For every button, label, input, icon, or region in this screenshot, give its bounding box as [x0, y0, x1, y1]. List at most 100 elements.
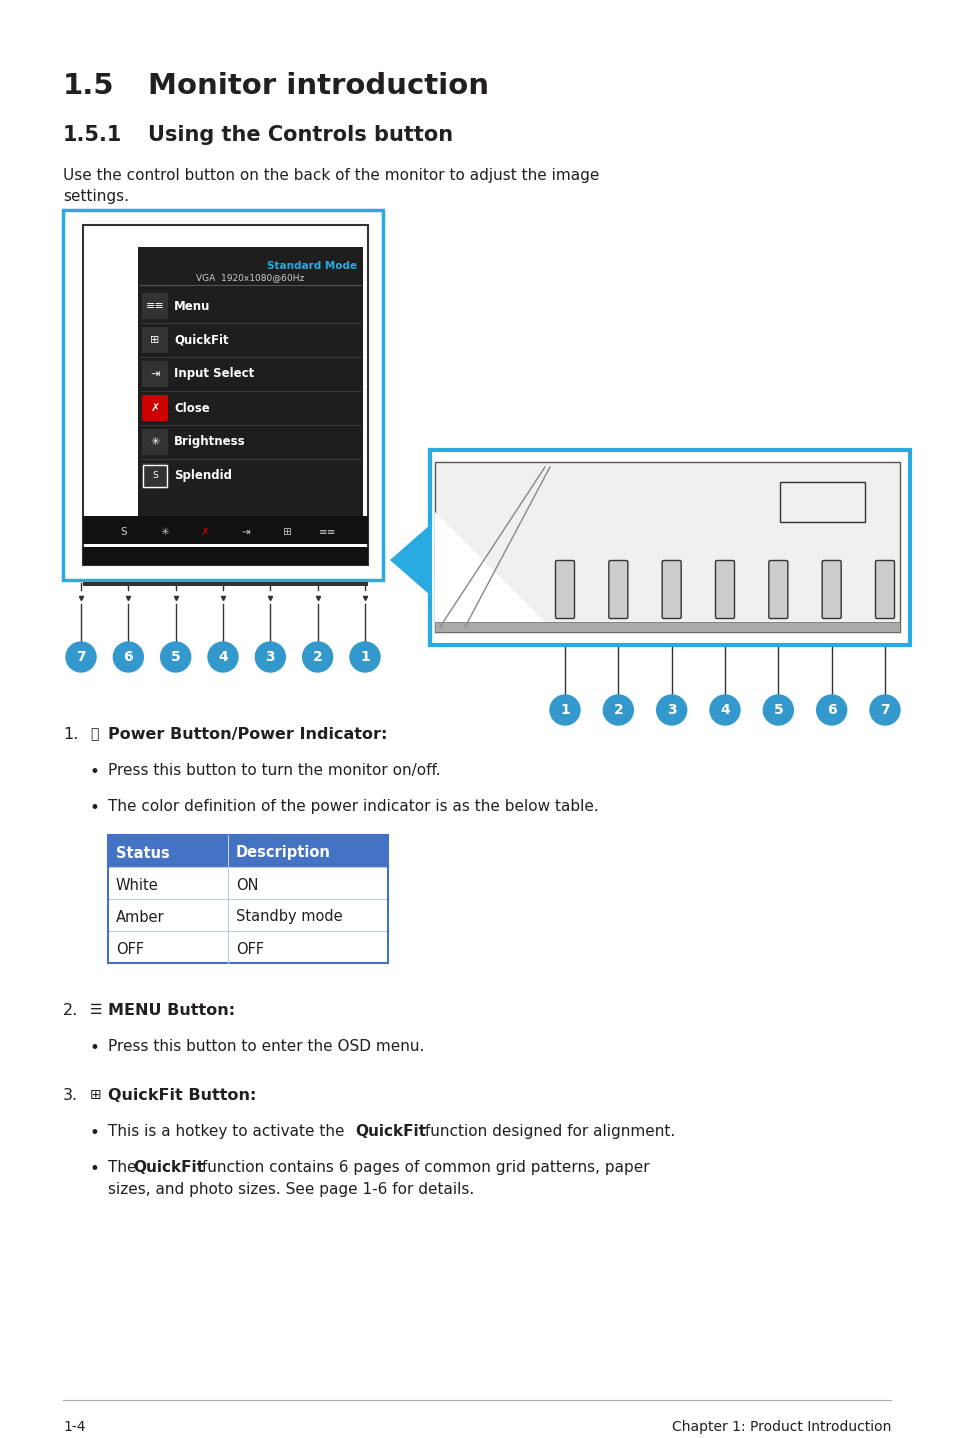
Text: VGA  1920x1080@60Hz: VGA 1920x1080@60Hz: [196, 273, 304, 282]
Text: ⏻: ⏻: [90, 728, 98, 741]
Text: ✗: ✗: [200, 526, 210, 536]
Circle shape: [869, 695, 899, 725]
Circle shape: [208, 641, 237, 672]
Text: Splendid: Splendid: [173, 469, 232, 483]
Text: The color definition of the power indicator is as the below table.: The color definition of the power indica…: [108, 800, 598, 814]
Text: •: •: [90, 1040, 100, 1057]
Text: Brightness: Brightness: [173, 436, 245, 449]
Circle shape: [255, 641, 285, 672]
Text: QuickFit: QuickFit: [173, 334, 229, 347]
Circle shape: [550, 695, 579, 725]
Text: ⇥: ⇥: [241, 526, 250, 536]
Text: Input Select: Input Select: [173, 368, 254, 381]
FancyBboxPatch shape: [608, 561, 627, 618]
Text: function contains 6 pages of common grid patterns, paper: function contains 6 pages of common grid…: [196, 1160, 649, 1175]
Polygon shape: [435, 512, 555, 631]
Text: Close: Close: [173, 401, 210, 414]
Bar: [142, 293, 168, 319]
FancyBboxPatch shape: [768, 561, 787, 618]
Text: •: •: [90, 800, 100, 817]
Bar: [83, 516, 368, 544]
Text: 6: 6: [123, 650, 133, 664]
Bar: [142, 463, 168, 489]
Text: 3.: 3.: [63, 1089, 78, 1103]
Text: ⊞: ⊞: [151, 335, 159, 345]
Circle shape: [113, 641, 143, 672]
Text: sizes, and photo sizes. See page 1-6 for details.: sizes, and photo sizes. See page 1-6 for…: [108, 1182, 474, 1196]
Circle shape: [816, 695, 845, 725]
Text: 1: 1: [359, 650, 370, 664]
Text: ✳: ✳: [160, 526, 169, 536]
Text: Use the control button on the back of the monitor to adjust the image
settings.: Use the control button on the back of th…: [63, 168, 598, 204]
Text: S: S: [120, 526, 127, 536]
Text: 1-4: 1-4: [63, 1419, 86, 1434]
Circle shape: [656, 695, 686, 725]
Text: 7: 7: [76, 650, 86, 664]
Bar: [63, 210, 382, 580]
Text: Monitor introduction: Monitor introduction: [148, 72, 489, 101]
Text: The: The: [108, 1160, 141, 1175]
Text: ☰: ☰: [90, 1002, 102, 1017]
Text: ≡≡: ≡≡: [146, 301, 164, 311]
Bar: [83, 546, 368, 565]
Text: 5: 5: [773, 703, 782, 718]
Bar: [108, 899, 388, 930]
Text: ON: ON: [235, 877, 258, 893]
Text: Amber: Amber: [116, 909, 165, 925]
Text: 1.5.1: 1.5.1: [63, 125, 122, 145]
Text: Description: Description: [235, 846, 331, 860]
Bar: [142, 326, 168, 352]
Text: •: •: [90, 764, 100, 781]
Text: Press this button to turn the monitor on/off.: Press this button to turn the monitor on…: [108, 764, 440, 778]
Text: Press this button to enter the OSD menu.: Press this button to enter the OSD menu.: [108, 1040, 424, 1054]
Bar: [108, 867, 388, 899]
Text: OFF: OFF: [116, 942, 144, 956]
Circle shape: [350, 641, 379, 672]
Text: ⊞: ⊞: [282, 526, 291, 536]
Text: QuickFit: QuickFit: [355, 1125, 426, 1139]
Text: MENU Button:: MENU Button:: [108, 1002, 234, 1018]
Bar: [83, 224, 368, 565]
Bar: [435, 623, 899, 631]
Bar: [83, 582, 368, 587]
Text: 6: 6: [826, 703, 836, 718]
Circle shape: [709, 695, 740, 725]
Text: ⇥: ⇥: [151, 370, 159, 380]
Text: 2: 2: [313, 650, 322, 664]
Text: Chapter 1: Product Introduction: Chapter 1: Product Introduction: [671, 1419, 890, 1434]
Text: S: S: [152, 472, 157, 480]
Bar: [430, 450, 909, 646]
Text: 4: 4: [218, 650, 228, 664]
Bar: [142, 361, 168, 387]
FancyBboxPatch shape: [875, 561, 894, 618]
Bar: [143, 464, 167, 487]
Text: 3: 3: [666, 703, 676, 718]
Text: QuickFit: QuickFit: [132, 1160, 204, 1175]
Text: 1.: 1.: [63, 728, 78, 742]
Text: 2: 2: [613, 703, 622, 718]
Text: ✳: ✳: [151, 437, 159, 447]
Bar: [142, 429, 168, 454]
Text: 4: 4: [720, 703, 729, 718]
Circle shape: [302, 641, 333, 672]
Text: QuickFit Button:: QuickFit Button:: [108, 1089, 256, 1103]
Text: White: White: [116, 877, 158, 893]
Bar: [108, 930, 388, 963]
Circle shape: [602, 695, 633, 725]
Text: 3: 3: [265, 650, 274, 664]
Text: This is a hotkey to activate the: This is a hotkey to activate the: [108, 1125, 349, 1139]
Text: ≡≡: ≡≡: [318, 526, 335, 536]
Text: ⊞: ⊞: [90, 1089, 102, 1102]
Circle shape: [160, 641, 191, 672]
Text: function designed for alignment.: function designed for alignment.: [419, 1125, 675, 1139]
Polygon shape: [390, 525, 430, 595]
Bar: [138, 247, 363, 539]
Text: Menu: Menu: [173, 299, 211, 312]
Text: Status: Status: [116, 846, 170, 860]
Text: Power Button/Power Indicator:: Power Button/Power Indicator:: [108, 728, 387, 742]
Text: 5: 5: [171, 650, 180, 664]
Text: 7: 7: [880, 703, 889, 718]
Bar: [108, 835, 388, 867]
Text: 2.: 2.: [63, 1002, 78, 1018]
Circle shape: [66, 641, 96, 672]
